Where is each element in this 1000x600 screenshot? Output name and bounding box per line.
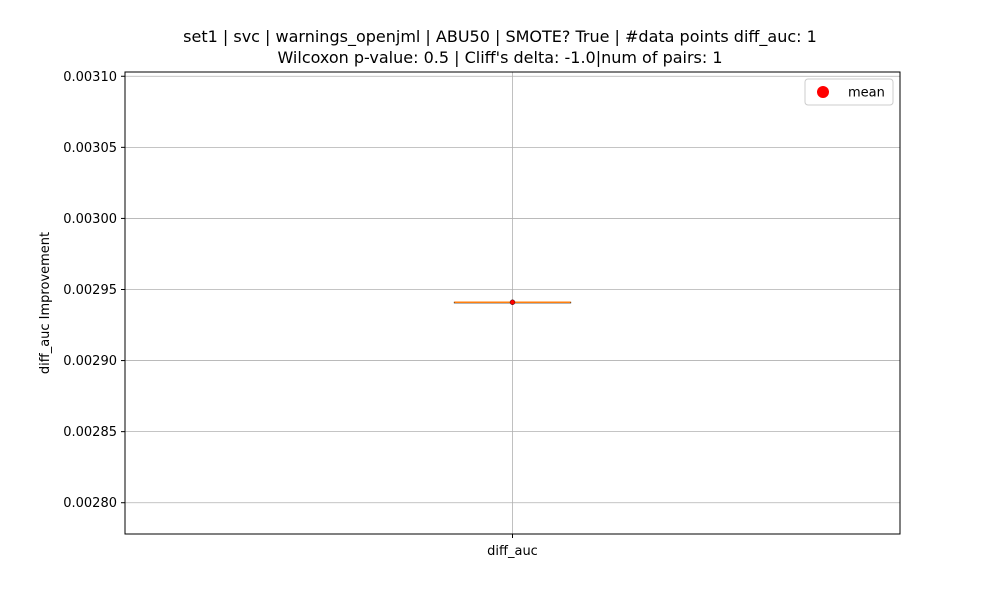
legend-box <box>804 78 894 106</box>
y-tick-label: 0.00310 <box>63 70 117 85</box>
y-tick-label: 0.00285 <box>63 425 117 440</box>
y-axis-label: diff_auc Improvement <box>38 232 53 374</box>
legend: mean <box>804 78 894 106</box>
y-tick-label: 0.00280 <box>63 496 117 511</box>
y-tick-label: 0.00295 <box>63 283 117 298</box>
grid-layer <box>125 72 900 534</box>
y-tick-label: 0.00305 <box>63 141 117 156</box>
y-tick-label: 0.00300 <box>63 212 117 227</box>
chart-title: set1 | svc | warnings_openjml | ABU50 | … <box>183 27 817 46</box>
tick-layer: 0.00280 0.00285 0.00290 0.00295 0.00300 0.003… <box>63 70 538 559</box>
legend-marker-mean <box>817 86 829 98</box>
box-layer <box>453 299 572 305</box>
x-tick-label: diff_auc <box>487 544 538 559</box>
mean-marker <box>509 299 516 305</box>
y-tick-label: 0.00290 <box>63 354 117 369</box>
legend-label-mean: mean <box>848 86 885 101</box>
chart-subtitle: Wilcoxon p-value: 0.5 | Cliff's delta: -… <box>277 48 723 67</box>
